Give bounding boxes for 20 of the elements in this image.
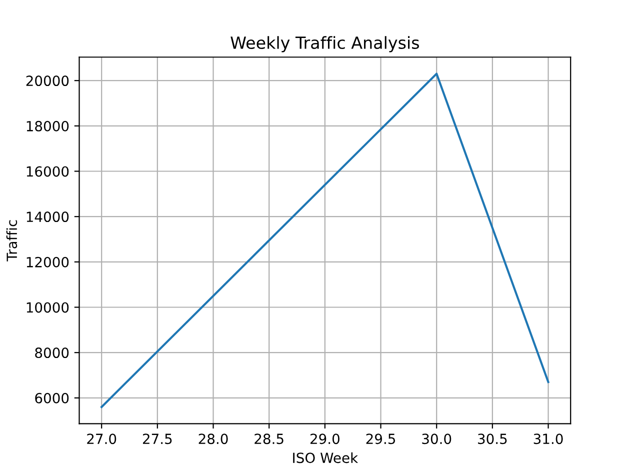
x-tick-label: 31.0 bbox=[534, 434, 563, 444]
x-tick-label: 28.0 bbox=[198, 434, 228, 444]
y-tick-label: 6000 bbox=[35, 392, 69, 404]
x-tick-label: 29.0 bbox=[310, 434, 340, 444]
x-tick-label: 28.5 bbox=[254, 434, 284, 444]
y-tick-label: 14000 bbox=[26, 212, 69, 222]
x-tick-label: 30.5 bbox=[478, 434, 507, 444]
x-axis-title: ISO Week bbox=[293, 452, 358, 464]
y-tick-label: 8000 bbox=[35, 348, 69, 358]
x-tick-label: 27.0 bbox=[87, 434, 116, 444]
y-tick-label: 20000 bbox=[26, 76, 69, 86]
x-tick-label: 29.5 bbox=[366, 434, 396, 444]
y-axis-title: Traffic bbox=[6, 220, 18, 262]
x-tick-label: 30.0 bbox=[422, 434, 452, 444]
y-tick-label: 18000 bbox=[26, 120, 69, 132]
x-tick-label: 27.5 bbox=[142, 434, 172, 444]
y-tick-label: 16000 bbox=[26, 166, 69, 177]
y-tick-label: 12000 bbox=[26, 256, 69, 268]
y-tick-label: 10000 bbox=[26, 302, 69, 313]
chart-title: Weekly Traffic Analysis bbox=[230, 36, 419, 52]
